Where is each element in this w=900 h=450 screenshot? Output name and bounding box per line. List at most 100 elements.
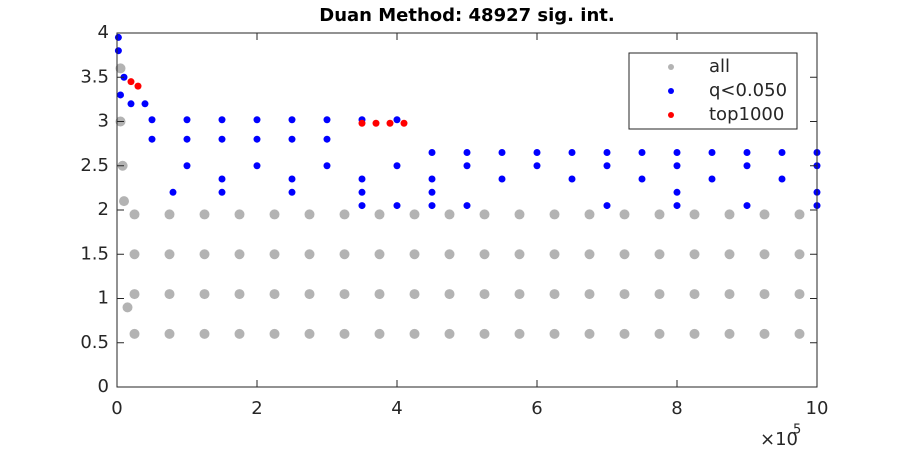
point — [743, 202, 751, 210]
point — [164, 209, 175, 220]
point — [218, 116, 226, 124]
point — [759, 289, 770, 300]
point — [444, 209, 455, 220]
y-tick-label: 0.5 — [80, 332, 109, 353]
point — [127, 78, 135, 86]
point — [619, 249, 630, 260]
point — [689, 249, 700, 260]
point — [778, 175, 786, 183]
point — [129, 209, 140, 220]
point — [323, 116, 331, 124]
point — [743, 148, 751, 156]
point — [183, 135, 191, 143]
point — [269, 209, 280, 220]
point — [584, 328, 595, 339]
point — [673, 188, 681, 196]
point — [183, 116, 191, 124]
point — [374, 289, 385, 300]
point — [409, 209, 420, 220]
point — [708, 148, 716, 156]
point — [164, 289, 175, 300]
point — [358, 119, 366, 127]
point — [400, 119, 408, 127]
point — [253, 116, 261, 124]
point — [428, 175, 436, 183]
y-tick-label: 3 — [98, 111, 109, 132]
point — [358, 175, 366, 183]
point — [619, 289, 630, 300]
point — [654, 328, 665, 339]
point — [393, 116, 401, 124]
point — [323, 135, 331, 143]
point — [584, 289, 595, 300]
point — [584, 249, 595, 260]
point — [253, 162, 261, 170]
point — [164, 249, 175, 260]
x-tick-label: 0 — [111, 398, 122, 419]
point — [794, 289, 805, 300]
point — [199, 209, 210, 220]
point — [724, 209, 735, 220]
y-tick-label: 2.5 — [80, 155, 109, 176]
point — [689, 328, 700, 339]
point — [269, 328, 280, 339]
point — [533, 162, 541, 170]
point — [603, 148, 611, 156]
point — [304, 328, 315, 339]
point — [358, 188, 366, 196]
legend-marker — [668, 64, 674, 70]
point — [358, 202, 366, 210]
point — [129, 289, 140, 300]
point — [183, 162, 191, 170]
y-tick-label: 4 — [98, 22, 109, 43]
point — [374, 249, 385, 260]
point — [603, 202, 611, 210]
point — [114, 47, 122, 55]
point — [323, 162, 331, 170]
legend-label: q<0.050 — [709, 80, 787, 101]
point — [115, 63, 126, 74]
point — [304, 209, 315, 220]
point — [393, 202, 401, 210]
point — [339, 289, 350, 300]
point — [234, 328, 245, 339]
x-tick-label: 4 — [391, 398, 402, 419]
point — [549, 328, 560, 339]
point — [114, 33, 122, 41]
point — [794, 209, 805, 220]
point — [638, 175, 646, 183]
point — [689, 289, 700, 300]
point — [444, 328, 455, 339]
point — [549, 249, 560, 260]
point — [514, 249, 525, 260]
point — [498, 148, 506, 156]
point — [234, 209, 245, 220]
point — [428, 188, 436, 196]
point — [549, 209, 560, 220]
point — [386, 119, 394, 127]
x-tick-label: 10 — [806, 398, 829, 419]
point — [638, 148, 646, 156]
point — [339, 249, 350, 260]
point — [724, 328, 735, 339]
point — [619, 328, 630, 339]
point — [778, 148, 786, 156]
point — [218, 188, 226, 196]
point — [218, 135, 226, 143]
point — [269, 249, 280, 260]
point — [148, 116, 156, 124]
point — [141, 100, 149, 108]
point — [479, 328, 490, 339]
point — [794, 328, 805, 339]
point — [428, 148, 436, 156]
point — [428, 202, 436, 210]
point — [759, 328, 770, 339]
point — [372, 119, 380, 127]
point — [269, 289, 280, 300]
point — [479, 249, 490, 260]
point — [673, 162, 681, 170]
point — [568, 148, 576, 156]
point — [122, 302, 133, 313]
point — [479, 209, 490, 220]
